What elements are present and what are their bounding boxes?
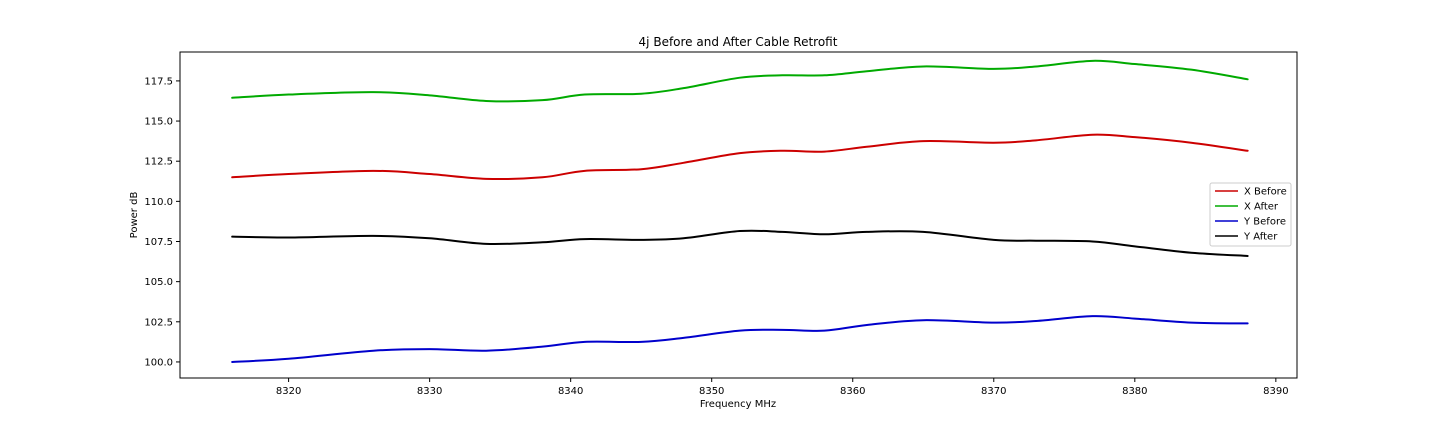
- x-tick-label: 8350: [699, 386, 724, 397]
- series-line-x-after: [231, 59, 1249, 103]
- legend-label-y-before: Y Before: [1243, 217, 1286, 228]
- legend-box: [1209, 182, 1292, 247]
- x-tick-label: 8360: [840, 386, 865, 397]
- x-tick-label: 8330: [417, 386, 442, 397]
- y-tick-label: 117.5: [144, 76, 173, 87]
- series-line-y-before: [231, 315, 1249, 363]
- chart-title: 4j Before and After Cable Retrofit: [639, 35, 838, 49]
- x-tick-label: 8380: [1122, 386, 1147, 397]
- legend-label-x-before: X Before: [1244, 187, 1287, 198]
- x-tick-label: 8340: [558, 386, 583, 397]
- y-tick-label: 100.0: [144, 357, 173, 368]
- x-axis-label: Frequency MHz: [700, 399, 776, 410]
- x-axis: 8320 8330 8340 8350 8360 8370 8380 8390: [276, 378, 1289, 397]
- x-tick-label: 8390: [1263, 386, 1288, 397]
- y-axis-label: Power dB: [129, 192, 140, 239]
- y-tick-label: 110.0: [144, 197, 173, 208]
- legend-label-y-after: Y After: [1243, 232, 1278, 243]
- y-tick-label: 102.5: [144, 317, 173, 328]
- legend: X Before X After Y Before Y After: [1209, 182, 1292, 247]
- legend-label-x-after: X After: [1244, 202, 1279, 213]
- x-tick-label: 8370: [981, 386, 1006, 397]
- y-tick-label: 105.0: [144, 277, 173, 288]
- series-line-y-after: [231, 229, 1249, 257]
- y-tick-label: 107.5: [144, 237, 173, 248]
- y-tick-label: 112.5: [144, 157, 173, 168]
- y-tick-label: 115.0: [144, 117, 173, 128]
- x-tick-label: 8320: [276, 386, 301, 397]
- series-layer: [231, 59, 1249, 363]
- y-axis: 100.0 102.5 105.0 107.5 110.0 112.5 115.0 117.5: [144, 76, 180, 368]
- series-line-x-before: [231, 133, 1249, 181]
- plot-frame: [179, 51, 1298, 379]
